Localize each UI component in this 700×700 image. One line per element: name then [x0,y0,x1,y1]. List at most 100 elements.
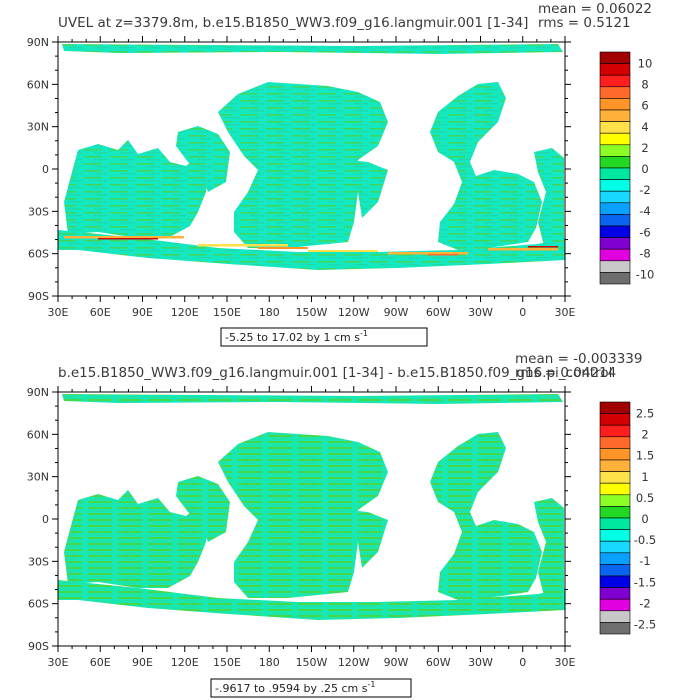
x-tick-label: 90E [132,306,153,319]
panel-2-rms: rms = 0.04214 [515,365,616,381]
colorbar-label: 10 [638,57,653,71]
colorbar-swatch [599,225,631,238]
panel-1-range-box: -5.25 to 17.02 by 1 cm s-1 [220,327,428,347]
x-tick-label: 30W [468,656,493,669]
colorbar-swatch [599,494,631,507]
colorbar-swatch [599,51,631,64]
colorbar-label: 2.5 [636,407,654,421]
colorbar-label: -8 [639,246,650,260]
colorbar-swatch [599,272,631,285]
panel-2-y-axis: 90N 60N 30N 0 30S 60S 90S [27,386,571,653]
y-tick-label: 30S [28,205,49,218]
panel-1-y-axis: 90N 60N 30N 0 30S 60S 90S [27,36,571,303]
x-tick-label: 150W [296,656,328,669]
panel-1-rms: rms = 0.5121 [538,15,631,31]
colorbar-label: -2.5 [634,617,656,631]
colorbar-swatch [599,190,631,204]
y-tick-label: 60S [28,598,49,611]
svg-text:-5.25 to 17.02 by 1 cm s-1: -5.25 to 17.02 by 1 cm s-1 [225,329,368,344]
panel-1: UVEL at z=3379.8m, b.e15.B1850_WW3.f09_g… [27,1,655,347]
colorbar-label: -10 [636,267,655,281]
x-tick-label: 60E [90,306,111,319]
panel-2-range-text: -.9617 to .9594 by .25 cm s [215,682,368,695]
x-tick-label: 90E [132,656,153,669]
panel-2-colorbar: 2.5 2 1.5 1 0.5 0 -0.5 -1 -1.5 -2 -2.5 [599,401,656,635]
panel-1-x-axis: 30E 60E 90E 120E 150E 180 150W 120W 90W 60W 30W 0 30… [48,36,576,319]
colorbar-label: 2 [641,141,648,155]
y-tick-label: 60N [27,78,49,91]
colorbar-label: 2 [641,428,648,442]
colorbar-swatch [599,540,631,554]
x-tick-label: 60E [90,656,111,669]
colorbar-swatch [599,506,631,519]
colorbar-swatch [599,587,631,600]
x-tick-label: 30E [555,656,576,669]
panel-2-mean: mean = -0.003339 [515,351,642,367]
colorbar-swatch [599,622,631,635]
colorbar-swatch [599,63,631,76]
colorbar-label: -2 [639,183,650,197]
colorbar-swatch [599,413,631,426]
colorbar-swatch [599,202,631,215]
colorbar-swatch [599,482,631,496]
colorbar-swatch [599,575,631,588]
panel-2-x-axis: 30E 60E 90E 120E 150E 180 150W 120W 90W 60W 30W 0 30… [48,386,576,669]
x-tick-label: 90W [384,306,409,319]
colorbar-label: 0 [641,512,648,526]
panel-1-range-sup: -1 [360,329,368,338]
colorbar-swatch [599,248,631,262]
y-tick-label: 90N [27,36,49,49]
x-tick-label: 30E [555,306,576,319]
x-tick-label: 60W [426,656,451,669]
panel-2: b.e15.B1850_WW3.f09_g16.langmuir.001 [1-… [27,351,656,698]
panel-1-map [57,41,566,297]
colorbar-swatch [599,517,631,530]
colorbar-swatch [599,598,631,612]
colorbar-swatch [599,552,631,565]
colorbar-label: 1.5 [636,449,654,463]
colorbar-swatch [599,121,631,134]
colorbar-swatch [599,610,631,623]
y-tick-label: 30S [28,555,49,568]
colorbar-label: -1 [639,554,650,568]
y-tick-label: 90S [28,640,49,653]
y-tick-label: 90S [28,290,49,303]
svg-text:-.9617 to .9594 by .25 cm s-1: -.9617 to .9594 by .25 cm s-1 [215,680,375,695]
x-tick-label: 150W [296,306,328,319]
colorbar-swatch [599,401,631,414]
colorbar-swatch [599,98,631,111]
y-tick-label: 0 [42,163,49,176]
x-tick-label: 120W [338,656,370,669]
x-tick-label: 120W [338,306,370,319]
panel-1-title: UVEL at z=3379.8m, b.e15.B1850_WW3.f09_g… [58,15,528,31]
x-tick-label: 30E [48,656,69,669]
panel-1-acc-band [64,236,558,256]
x-tick-label: 60W [426,306,451,319]
panel-1-mean: mean = 0.06022 [538,1,652,17]
colorbar-swatch [599,167,631,180]
x-tick-label: 0 [519,656,526,669]
x-tick-label: 30E [48,306,69,319]
colorbar-swatch [599,260,631,273]
panel-1-colorbar: 10 8 6 4 2 0 -2 -4 -6 -8 -10 [599,51,655,285]
colorbar-label: 6 [641,99,648,113]
colorbar-swatch [599,144,631,157]
colorbar-swatch [599,74,631,88]
colorbar-swatch [599,132,631,146]
x-tick-label: 120E [171,656,199,669]
colorbar-swatch [599,471,631,484]
colorbar-label: 0.5 [636,491,654,505]
y-tick-label: 30N [27,121,49,134]
x-tick-label: 0 [519,306,526,319]
x-tick-label: 30W [468,306,493,319]
colorbar-swatch [599,109,631,122]
colorbar-swatch [599,436,631,449]
colorbar-swatch [599,529,631,542]
x-tick-label: 180 [259,306,280,319]
colorbar-label: -6 [639,225,650,239]
y-tick-label: 90N [27,386,49,399]
panel-2-range-box: -.9617 to .9594 by .25 cm s-1 [210,678,412,698]
colorbar-label: -0.5 [634,533,656,547]
colorbar-label: 0 [641,162,648,176]
